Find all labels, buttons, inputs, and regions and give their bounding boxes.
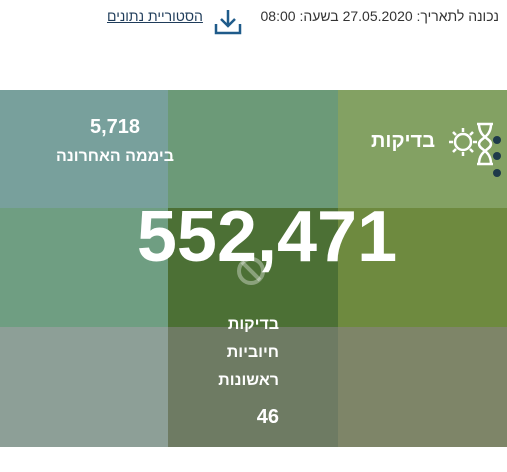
total-tests: 552,471 bbox=[136, 197, 398, 277]
positive-label: ראשונות bbox=[218, 372, 279, 389]
tile bbox=[0, 327, 168, 447]
watermark bbox=[237, 257, 265, 285]
tile bbox=[338, 327, 507, 447]
card-title: בדיקות bbox=[371, 130, 435, 152]
positive-label: בדיקות bbox=[227, 316, 279, 333]
tile bbox=[338, 208, 507, 327]
updated-time: נכונה לתאריך: 27.05.2020 בשעה: 08:00 bbox=[260, 8, 499, 24]
tile bbox=[0, 90, 168, 208]
tile bbox=[168, 327, 338, 447]
tile bbox=[168, 90, 338, 208]
tile bbox=[338, 90, 507, 208]
last-day-value: 5,718 bbox=[89, 116, 141, 138]
tile bbox=[168, 208, 338, 327]
tile bbox=[0, 208, 168, 327]
last-day-label: ביממה האחרונה bbox=[56, 148, 174, 165]
positive-label: חיוביות bbox=[226, 344, 279, 361]
download-icon[interactable] bbox=[213, 8, 243, 36]
stats-card: בדיקות 5,718 ביממה האחרונה 552,471 בדיקו… bbox=[0, 90, 507, 447]
positive-value: 46 bbox=[256, 406, 279, 428]
tests-icon bbox=[449, 122, 501, 177]
history-link[interactable]: הסטוריית נתונים bbox=[107, 8, 203, 24]
